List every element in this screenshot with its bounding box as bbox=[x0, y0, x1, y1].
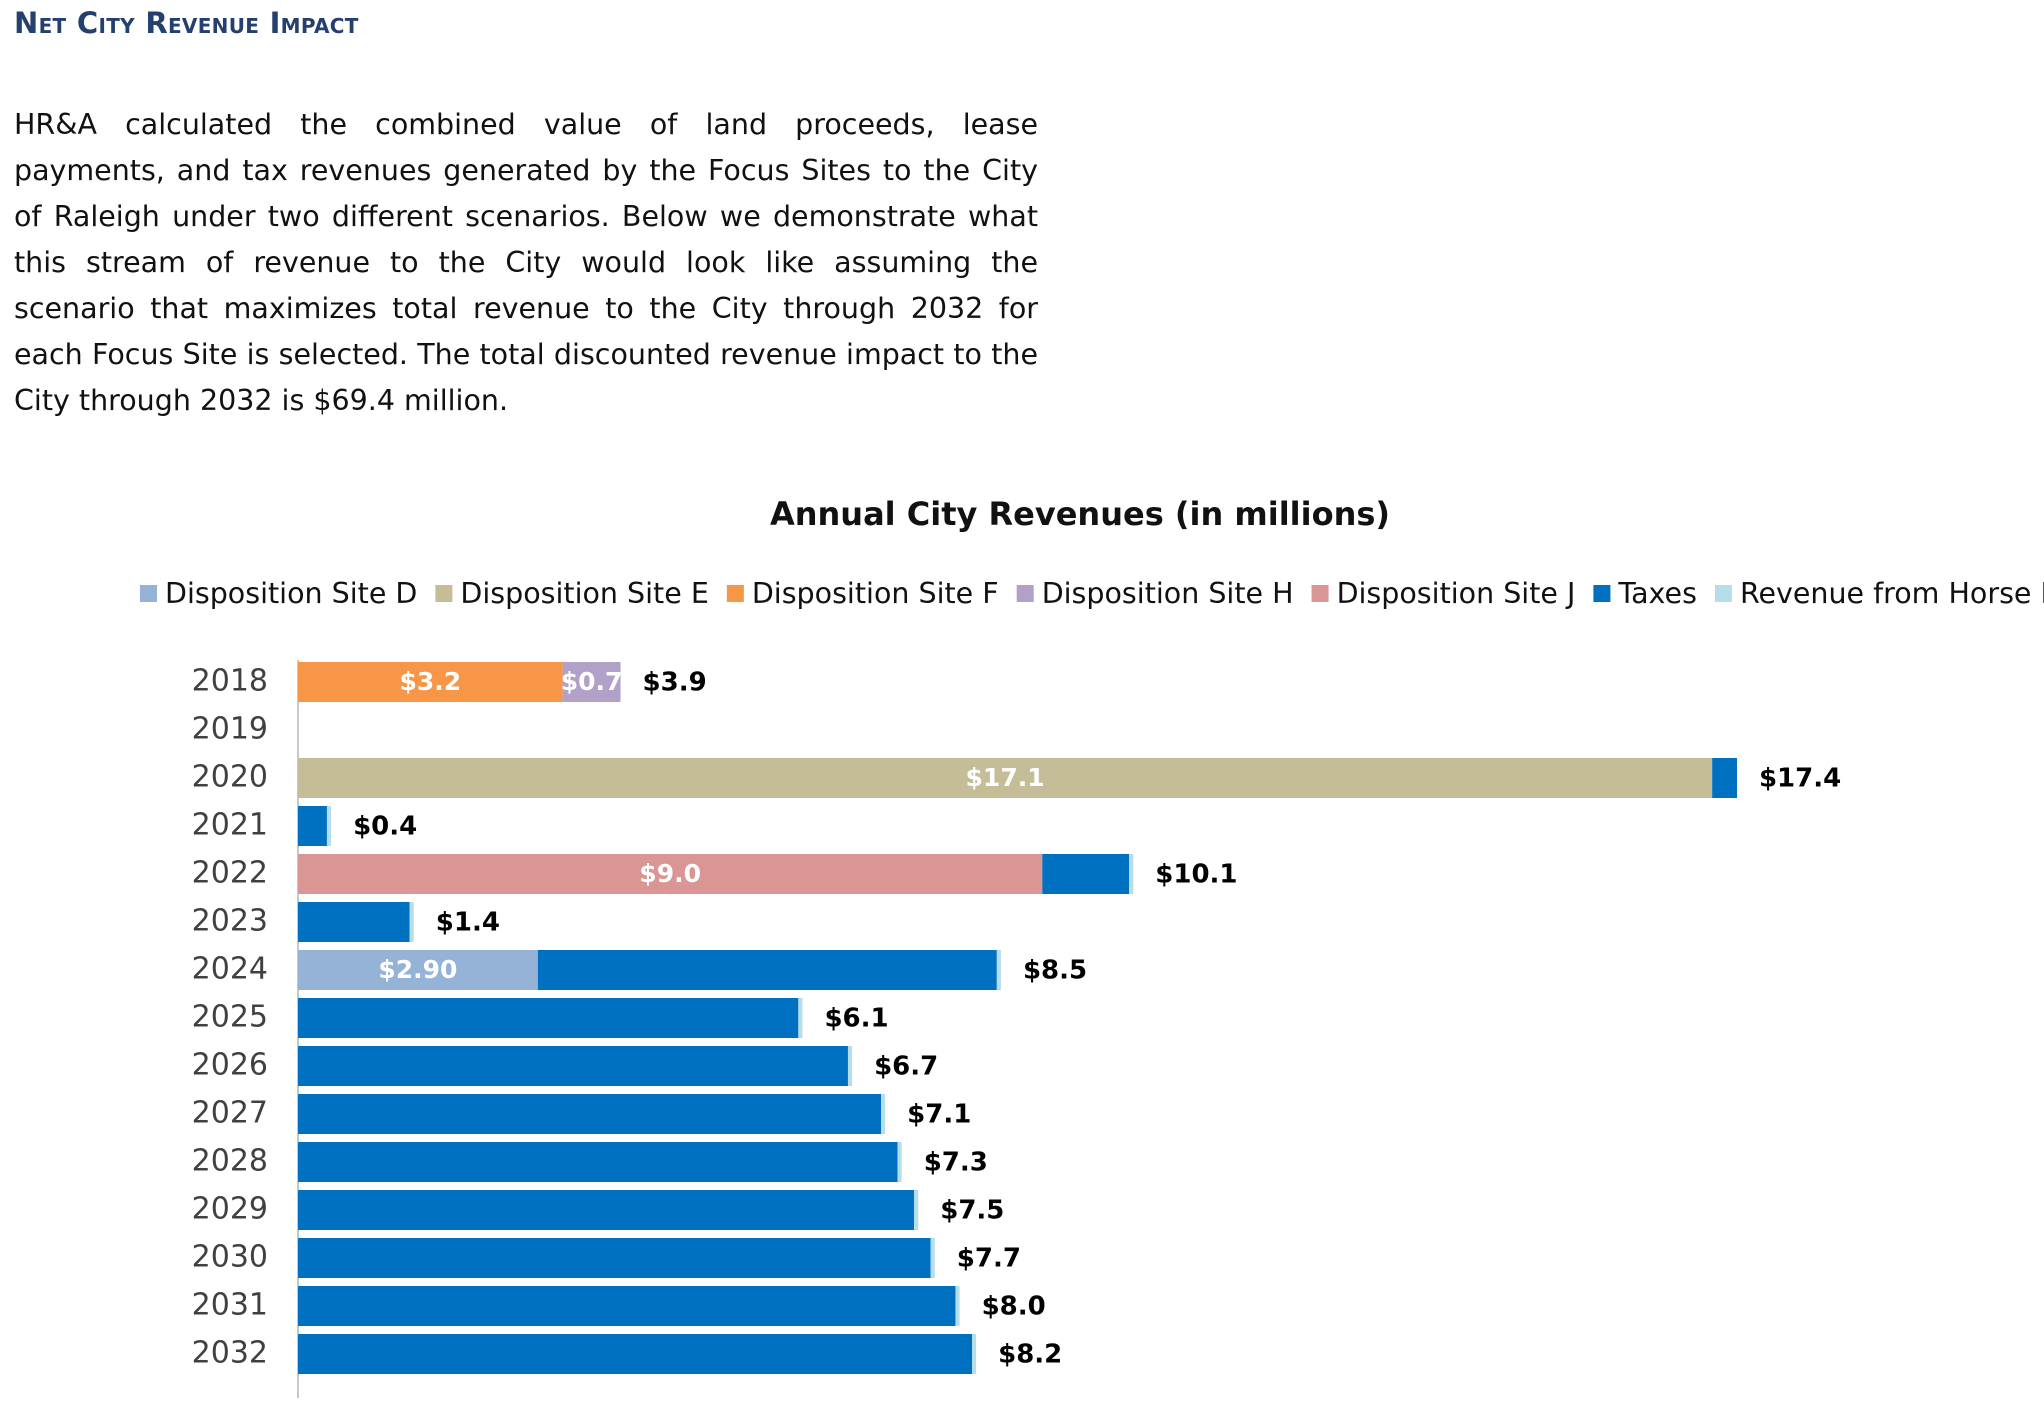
bar-2021-6 bbox=[326, 806, 332, 846]
y-tick-label-2028: 2028 bbox=[192, 1144, 268, 1179]
y-tick-label-2018: 2018 bbox=[192, 664, 268, 699]
legend-label-5: Taxes bbox=[1617, 577, 1697, 610]
bar-2029-5 bbox=[298, 1190, 915, 1230]
legend-label-2: Disposition Site F bbox=[752, 577, 999, 610]
bar-2026-6 bbox=[847, 1046, 853, 1086]
bar-2023-5 bbox=[298, 902, 410, 942]
y-tick-label-2027: 2027 bbox=[192, 1096, 268, 1131]
y-tick-label-2032: 2032 bbox=[192, 1336, 268, 1371]
legend-label-0: Disposition Site D bbox=[165, 577, 417, 610]
bar-2028-6 bbox=[897, 1142, 902, 1182]
total-label-2029: $7.5 bbox=[940, 1196, 1004, 1226]
bar-2020-1 bbox=[298, 758, 1713, 798]
bar-2020-5 bbox=[1712, 758, 1737, 798]
total-label-2028: $7.3 bbox=[924, 1148, 988, 1178]
bar-2031-6 bbox=[955, 1286, 960, 1326]
y-tick-label-2026: 2026 bbox=[192, 1048, 268, 1083]
legend-label-4: Disposition Site J bbox=[1337, 577, 1576, 610]
legend-swatch-6 bbox=[1714, 585, 1732, 602]
legend-swatch-0 bbox=[140, 585, 157, 602]
total-label-2020: $17.4 bbox=[1759, 764, 1841, 794]
total-label-2031: $8.0 bbox=[982, 1292, 1046, 1322]
bar-2024-5 bbox=[537, 950, 997, 990]
segment-label-2024-0: $2.90 bbox=[378, 955, 457, 984]
intro-paragraph: HR&A calculated the combined value of la… bbox=[14, 108, 1038, 417]
segment-label-2020-1: $17.1 bbox=[966, 763, 1045, 792]
total-label-2022: $10.1 bbox=[1155, 860, 1237, 890]
y-tick-label-2019: 2019 bbox=[192, 712, 268, 747]
segment-label-2018-2: $3.2 bbox=[399, 667, 461, 696]
y-tick-label-2030: 2030 bbox=[192, 1240, 268, 1275]
legend-swatch-1 bbox=[435, 585, 453, 602]
total-label-2023: $1.4 bbox=[436, 908, 500, 938]
chart-title: Annual City Revenues (in millions) bbox=[769, 495, 1391, 533]
bar-2031-5 bbox=[298, 1286, 956, 1326]
bar-2022-5 bbox=[1042, 854, 1130, 894]
bar-2027-6 bbox=[881, 1094, 886, 1134]
bar-area: $3.2 $0.7 $3.9 $17.1 $17.4 $0.4 $9.0 $10.1 $1.4 $… bbox=[298, 662, 1841, 1374]
bar-2023-6 bbox=[409, 902, 414, 942]
y-tick-label-2023: 2023 bbox=[192, 904, 268, 939]
section-heading: Net City Revenue Impact bbox=[14, 6, 359, 40]
y-tick-label-2031: 2031 bbox=[192, 1288, 268, 1323]
legend-label-3: Disposition Site H bbox=[1042, 577, 1294, 610]
bar-2018-2 bbox=[298, 662, 563, 702]
bar-2024-6 bbox=[996, 950, 1001, 990]
chart-legend: Disposition Site D Disposition Site E Disp… bbox=[140, 577, 2044, 610]
total-label-2018: $3.9 bbox=[643, 668, 707, 698]
legend-label-1: Disposition Site E bbox=[460, 577, 708, 610]
segment-label-2018-3: $0.7 bbox=[561, 667, 623, 696]
total-label-2024: $8.5 bbox=[1023, 956, 1087, 986]
total-label-2030: $7.7 bbox=[957, 1244, 1021, 1274]
bar-2029-6 bbox=[914, 1190, 919, 1230]
total-label-2027: $7.1 bbox=[907, 1100, 971, 1130]
bar-2030-6 bbox=[930, 1238, 935, 1278]
legend-label-6: Revenue from Horse Barn bbox=[1740, 577, 2044, 610]
total-label-2021: $0.4 bbox=[353, 812, 417, 842]
bar-2028-5 bbox=[298, 1142, 898, 1182]
total-label-2026: $6.7 bbox=[874, 1052, 938, 1082]
y-axis: 2018 2019 2020 2021 2022 2023 2024 2025 2026 2027… bbox=[192, 660, 299, 1398]
legend-swatch-2 bbox=[726, 585, 744, 602]
y-tick-label-2024: 2024 bbox=[192, 952, 268, 987]
y-tick-label-2021: 2021 bbox=[192, 808, 268, 843]
bar-2022-4 bbox=[298, 854, 1043, 894]
segment-label-2022-4: $9.0 bbox=[639, 859, 701, 888]
bar-2032-6 bbox=[972, 1334, 977, 1374]
bar-2025-6 bbox=[798, 998, 803, 1038]
bar-2018-3 bbox=[562, 662, 621, 702]
y-tick-label-2025: 2025 bbox=[192, 1000, 268, 1035]
legend-swatch-4 bbox=[1311, 585, 1329, 602]
bar-2032-5 bbox=[298, 1334, 973, 1374]
total-label-2025: $6.1 bbox=[824, 1004, 888, 1034]
bar-2026-5 bbox=[298, 1046, 848, 1086]
total-label-2032: $8.2 bbox=[998, 1340, 1062, 1370]
bar-2022-6 bbox=[1129, 854, 1134, 894]
legend-swatch-3 bbox=[1016, 585, 1034, 602]
bar-2021-5 bbox=[298, 806, 327, 846]
y-tick-label-2029: 2029 bbox=[192, 1192, 268, 1227]
y-tick-label-2020: 2020 bbox=[192, 760, 268, 795]
legend-swatch-5 bbox=[1593, 585, 1611, 602]
bar-2025-5 bbox=[298, 998, 799, 1038]
bar-2027-5 bbox=[298, 1094, 882, 1134]
y-tick-label-2022: 2022 bbox=[192, 856, 268, 891]
bar-2030-5 bbox=[298, 1238, 931, 1278]
bar-2024-0 bbox=[298, 950, 538, 990]
